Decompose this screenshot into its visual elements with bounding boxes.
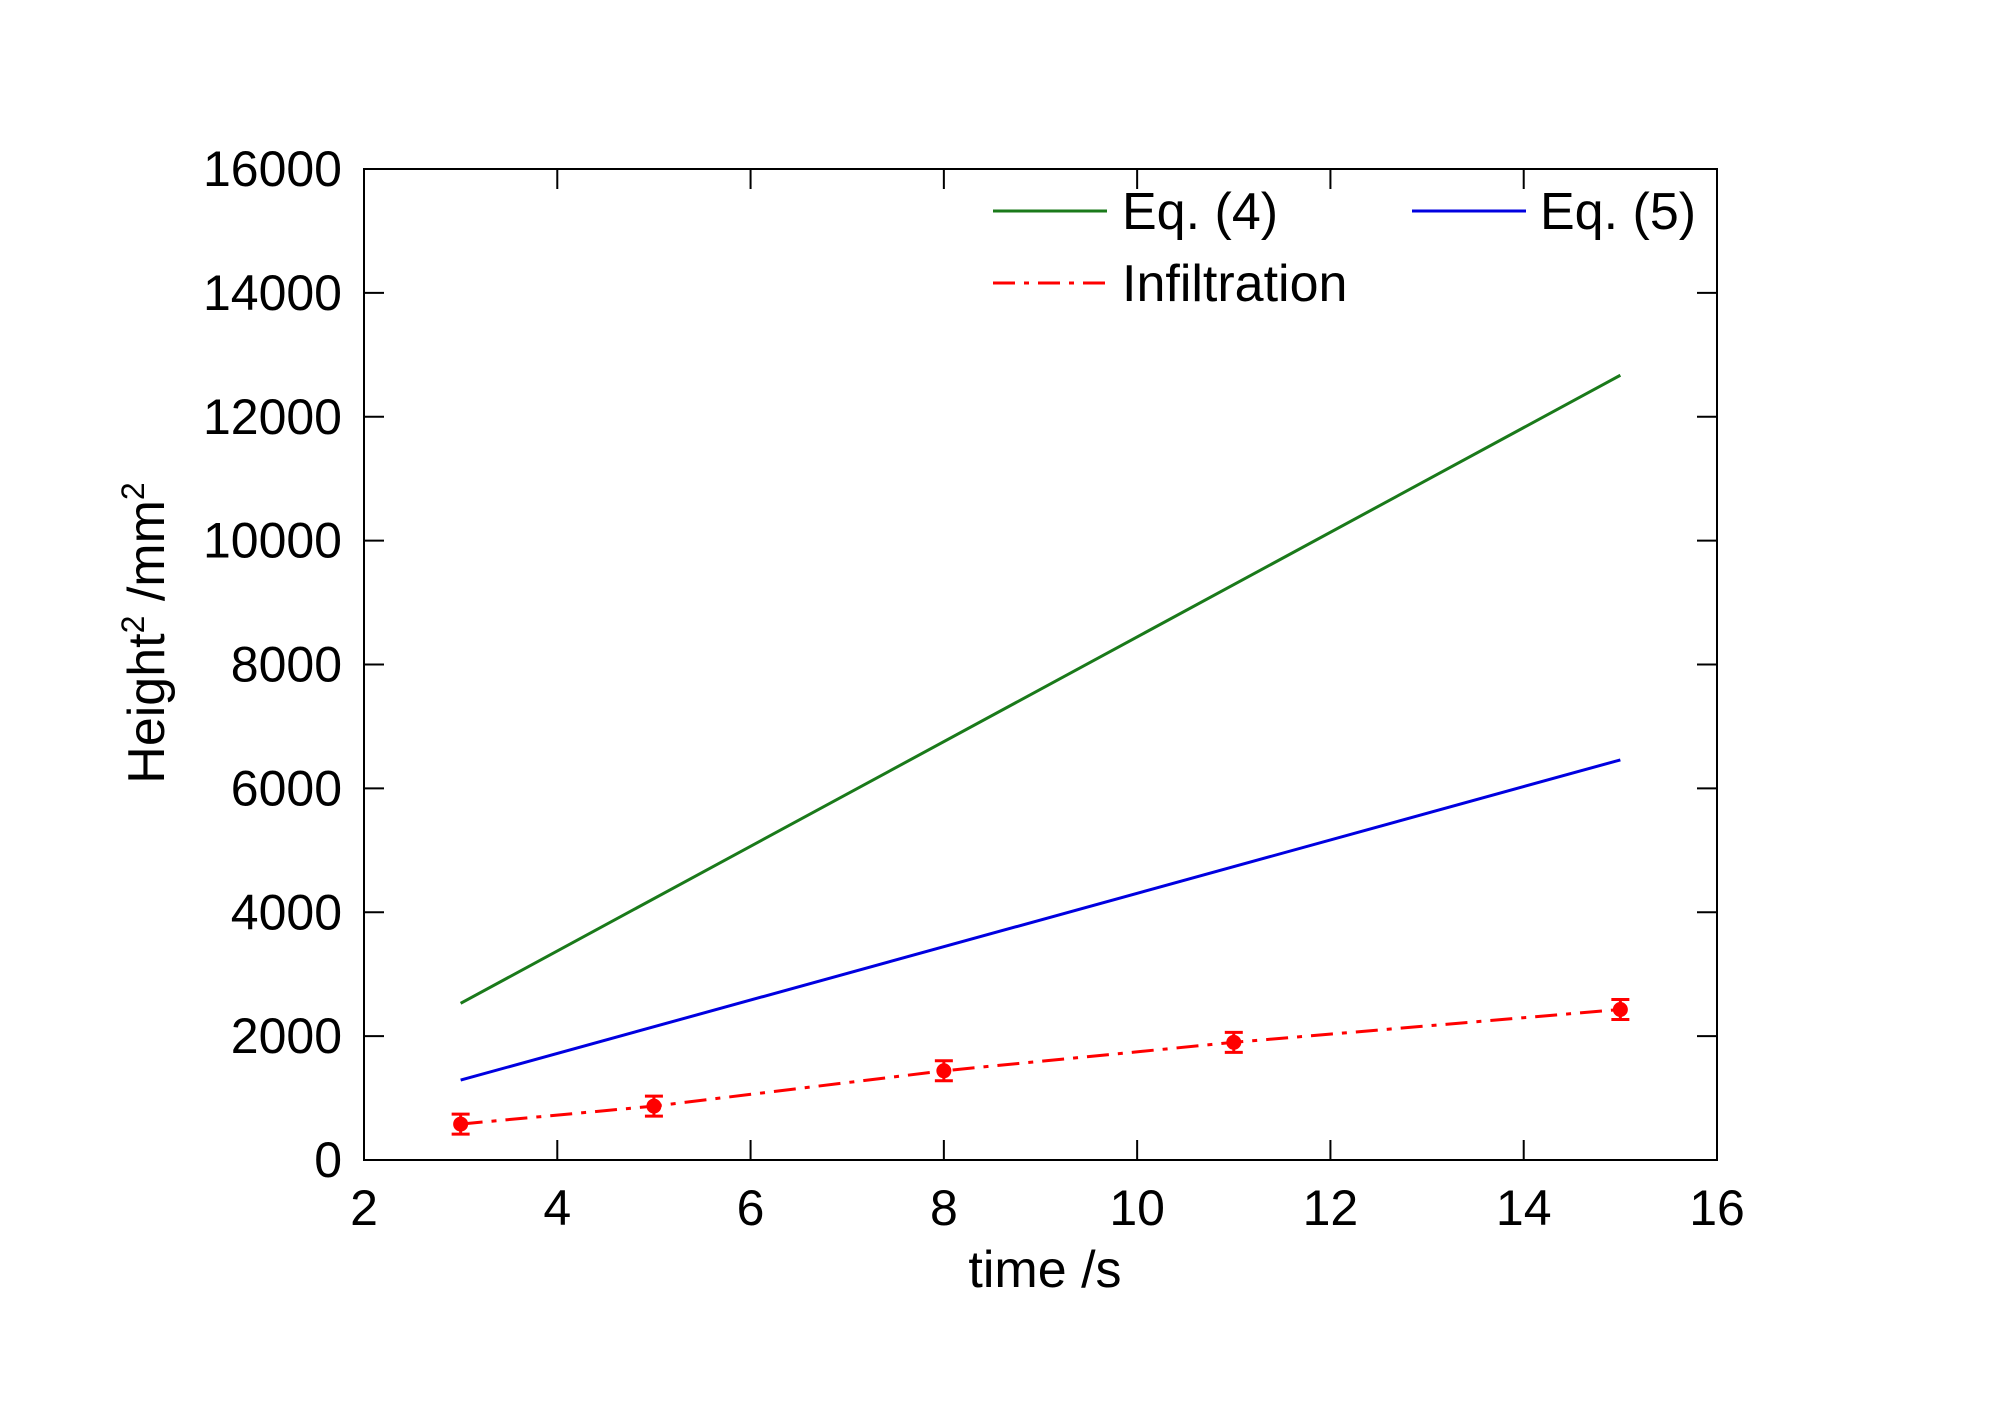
y-axis-label: Height2 /mm2 — [115, 482, 176, 783]
x-tick-label-14: 14 — [1496, 1180, 1552, 1236]
plot-layer — [451, 373, 1630, 1136]
series-line-eq-5 — [460, 758, 1621, 1082]
y-tick-label-12000: 12000 — [203, 389, 342, 445]
marker-infiltration-1 — [646, 1098, 662, 1114]
legend: Eq. (4) Eq. (5) Infiltration — [993, 183, 1696, 313]
marker-infiltration-0 — [453, 1116, 469, 1132]
y-tick-label-16000: 16000 — [203, 141, 342, 197]
y-tick-label-0: 0 — [314, 1132, 342, 1188]
data-point-infiltration-1 — [644, 1094, 663, 1118]
x-tick-label-8: 8 — [930, 1180, 958, 1236]
marker-infiltration-3 — [1226, 1034, 1242, 1050]
data-point-infiltration-0 — [451, 1112, 470, 1136]
data-point-infiltration-2 — [934, 1059, 953, 1083]
y-tick-label-14000: 14000 — [203, 265, 342, 321]
y-tick-label-8000: 8000 — [231, 637, 342, 693]
y-axis-label-unit-sup: 2 — [115, 482, 151, 500]
x-axis-label: time /s — [968, 1241, 1121, 1299]
y-tick-label-10000: 10000 — [203, 513, 342, 569]
x-tick-label-12: 12 — [1303, 1180, 1359, 1236]
data-point-infiltration-4 — [1611, 997, 1630, 1021]
x-tick-label-16: 16 — [1689, 1180, 1745, 1236]
marker-infiltration-2 — [936, 1063, 952, 1079]
x-tick-label-4: 4 — [543, 1180, 571, 1236]
legend-label-infiltration: Infiltration — [1122, 255, 1347, 313]
axes-layer: 2 4 6 8 10 12 14 16 0 2000 4000 6000 8000 10000 12000 1… — [203, 141, 1745, 1236]
series-line-infiltration — [460, 1007, 1621, 1126]
legend-label-eq5: Eq. (5) — [1540, 183, 1696, 241]
y-tick-label-4000: 4000 — [231, 884, 342, 940]
y-axis-label-unit: /mm — [118, 500, 176, 616]
y-tick-label-2000: 2000 — [231, 1008, 342, 1064]
x-tick-label-6: 6 — [737, 1180, 765, 1236]
series-line-eq-4 — [459, 373, 1622, 1005]
marker-infiltration-4 — [1612, 1001, 1628, 1017]
x-tick-label-10: 10 — [1109, 1180, 1165, 1236]
y-axis-label-base-sup: 2 — [115, 616, 151, 634]
legend-label-eq4: Eq. (4) — [1122, 183, 1278, 241]
data-point-infiltration-3 — [1224, 1030, 1243, 1054]
y-axis-label-base: Height — [118, 633, 176, 784]
x-tick-label-2: 2 — [350, 1180, 378, 1236]
y-tick-label-6000: 6000 — [231, 760, 342, 816]
